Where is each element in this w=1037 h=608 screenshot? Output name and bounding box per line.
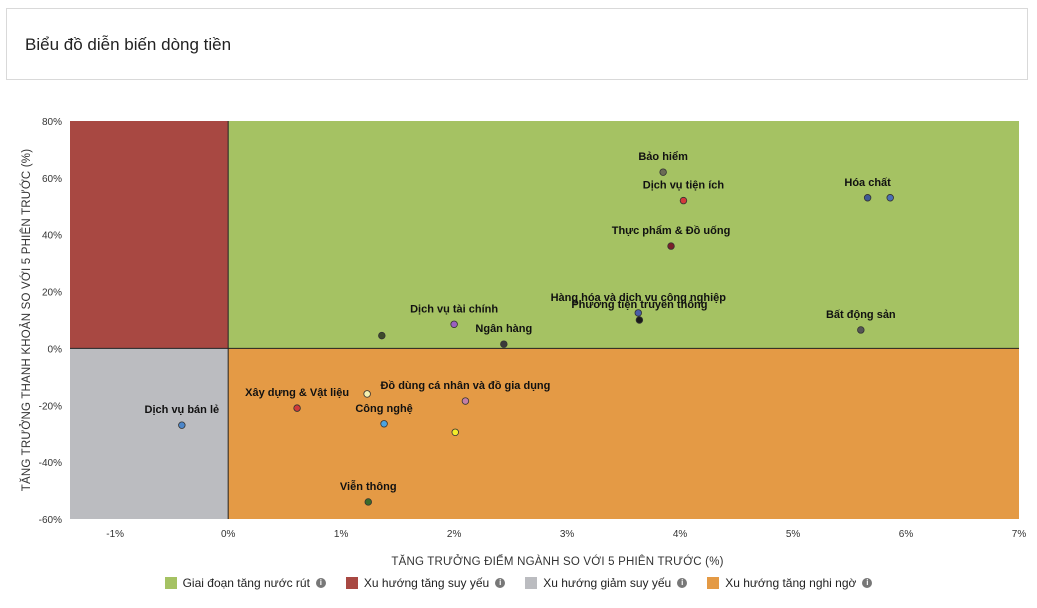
data-point xyxy=(634,309,642,317)
data-point xyxy=(886,194,894,202)
data-point xyxy=(857,326,865,334)
y-tick-label: -40% xyxy=(39,458,62,469)
chart-header: Biểu đồ diễn biến dòng tiền xyxy=(6,8,1028,80)
data-label: Thực phẩm & Đồ uống xyxy=(612,225,731,237)
legend-label: Xu hướng tăng suy yếu xyxy=(363,576,490,590)
data-label: Phương tiện truyền thông xyxy=(571,299,707,311)
data-label: Bảo hiểm xyxy=(638,151,688,163)
data-point xyxy=(451,428,459,436)
data-point xyxy=(293,404,301,412)
x-tick-label: 4% xyxy=(673,529,688,540)
y-tick-label: 20% xyxy=(42,288,62,299)
data-point xyxy=(667,242,675,250)
legend-label: Xu hướng tăng nghi ngờ xyxy=(725,576,857,590)
data-label: Hóa chất xyxy=(844,177,891,189)
data-label: Ngân hàng xyxy=(475,323,532,335)
y-tick-label: -20% xyxy=(39,401,62,412)
x-tick-label: 0% xyxy=(221,529,236,540)
y-tick-label: 0% xyxy=(48,344,63,355)
x-tick-label: 7% xyxy=(1012,529,1027,540)
legend-label: Xu hướng giảm suy yếu xyxy=(543,576,672,590)
legend-item-doubtful-up[interactable]: Xu hướng tăng nghi ngờ i xyxy=(707,576,873,590)
legend-swatch xyxy=(164,577,177,589)
data-point xyxy=(679,196,688,205)
legend-label: Giai đoạn tăng nước rút xyxy=(182,576,310,590)
data-point xyxy=(863,194,872,202)
legend: Giai đoạn tăng nước rút i Xu hướng tăng … xyxy=(0,576,1037,590)
legend-swatch xyxy=(345,577,358,589)
legend-item-weakening-down[interactable]: Xu hướng giảm suy yếu i xyxy=(525,576,688,590)
data-label: Xây dựng & Vật liệu xyxy=(245,387,349,399)
data-label: Công nghệ xyxy=(355,403,412,415)
info-icon[interactable]: i xyxy=(677,578,688,588)
chart-svg: -1% 0% 1% 2% 3% 4% 5% 6% 7% 80% 60% 40% 20% 0% -20% -40… xyxy=(20,117,1027,568)
data-label: Viễn thông xyxy=(340,480,397,493)
x-tick-label: -1% xyxy=(106,529,124,540)
data-point xyxy=(364,498,372,506)
data-point xyxy=(178,421,186,429)
x-tick-label: 1% xyxy=(334,529,349,540)
data-point xyxy=(659,168,667,176)
legend-item-sprint[interactable]: Giai đoạn tăng nước rút i xyxy=(164,576,326,590)
data-point xyxy=(635,316,644,324)
y-tick-label: -60% xyxy=(39,515,62,526)
y-tick-label: 40% xyxy=(42,231,62,242)
data-point xyxy=(461,397,470,405)
legend-swatch xyxy=(525,577,538,589)
x-tick-label: 3% xyxy=(560,529,575,540)
legend-swatch xyxy=(707,577,720,589)
quadrant-sprint xyxy=(228,121,1019,349)
data-label: Hàng hóa và dịch vụ công nghiệp xyxy=(551,292,727,304)
data-point xyxy=(500,340,508,348)
data-point xyxy=(380,420,388,428)
quadrant-weakening-down xyxy=(70,348,229,519)
chart-title: Biểu đồ diễn biến dòng tiền xyxy=(25,35,232,54)
info-icon[interactable]: i xyxy=(495,578,506,588)
data-label: Bất động sản xyxy=(826,309,896,321)
x-axis-title: TĂNG TRƯỞNG ĐIỂM NGÀNH SO VỚI 5 PHIÊN TR… xyxy=(391,555,723,568)
x-tick-label: 6% xyxy=(899,529,914,540)
y-tick-label: 80% xyxy=(42,117,62,128)
quadrant-doubtful-up xyxy=(228,348,1019,519)
y-tick-label: 60% xyxy=(42,174,62,185)
x-tick-label: 5% xyxy=(786,529,801,540)
data-label: Dịch vụ tiện ích xyxy=(643,180,725,192)
y-axis-title: TĂNG TRƯỞNG THANH KHOẢN SO VỚI 5 PHIÊN T… xyxy=(20,149,33,492)
data-label: Đồ dùng cá nhân và đồ gia dụng xyxy=(380,380,550,392)
data-label: Dịch vụ tài chính xyxy=(410,303,498,315)
info-icon[interactable]: i xyxy=(315,578,326,588)
data-point xyxy=(363,390,371,398)
data-label: Dịch vụ bán lẻ xyxy=(145,404,220,416)
data-point xyxy=(450,320,458,328)
legend-item-weakening-up[interactable]: Xu hướng tăng suy yếu i xyxy=(345,576,506,590)
info-icon[interactable]: i xyxy=(862,578,873,588)
quadrant-weakening-up xyxy=(70,121,229,349)
x-tick-label: 2% xyxy=(447,529,462,540)
data-point xyxy=(378,331,386,340)
